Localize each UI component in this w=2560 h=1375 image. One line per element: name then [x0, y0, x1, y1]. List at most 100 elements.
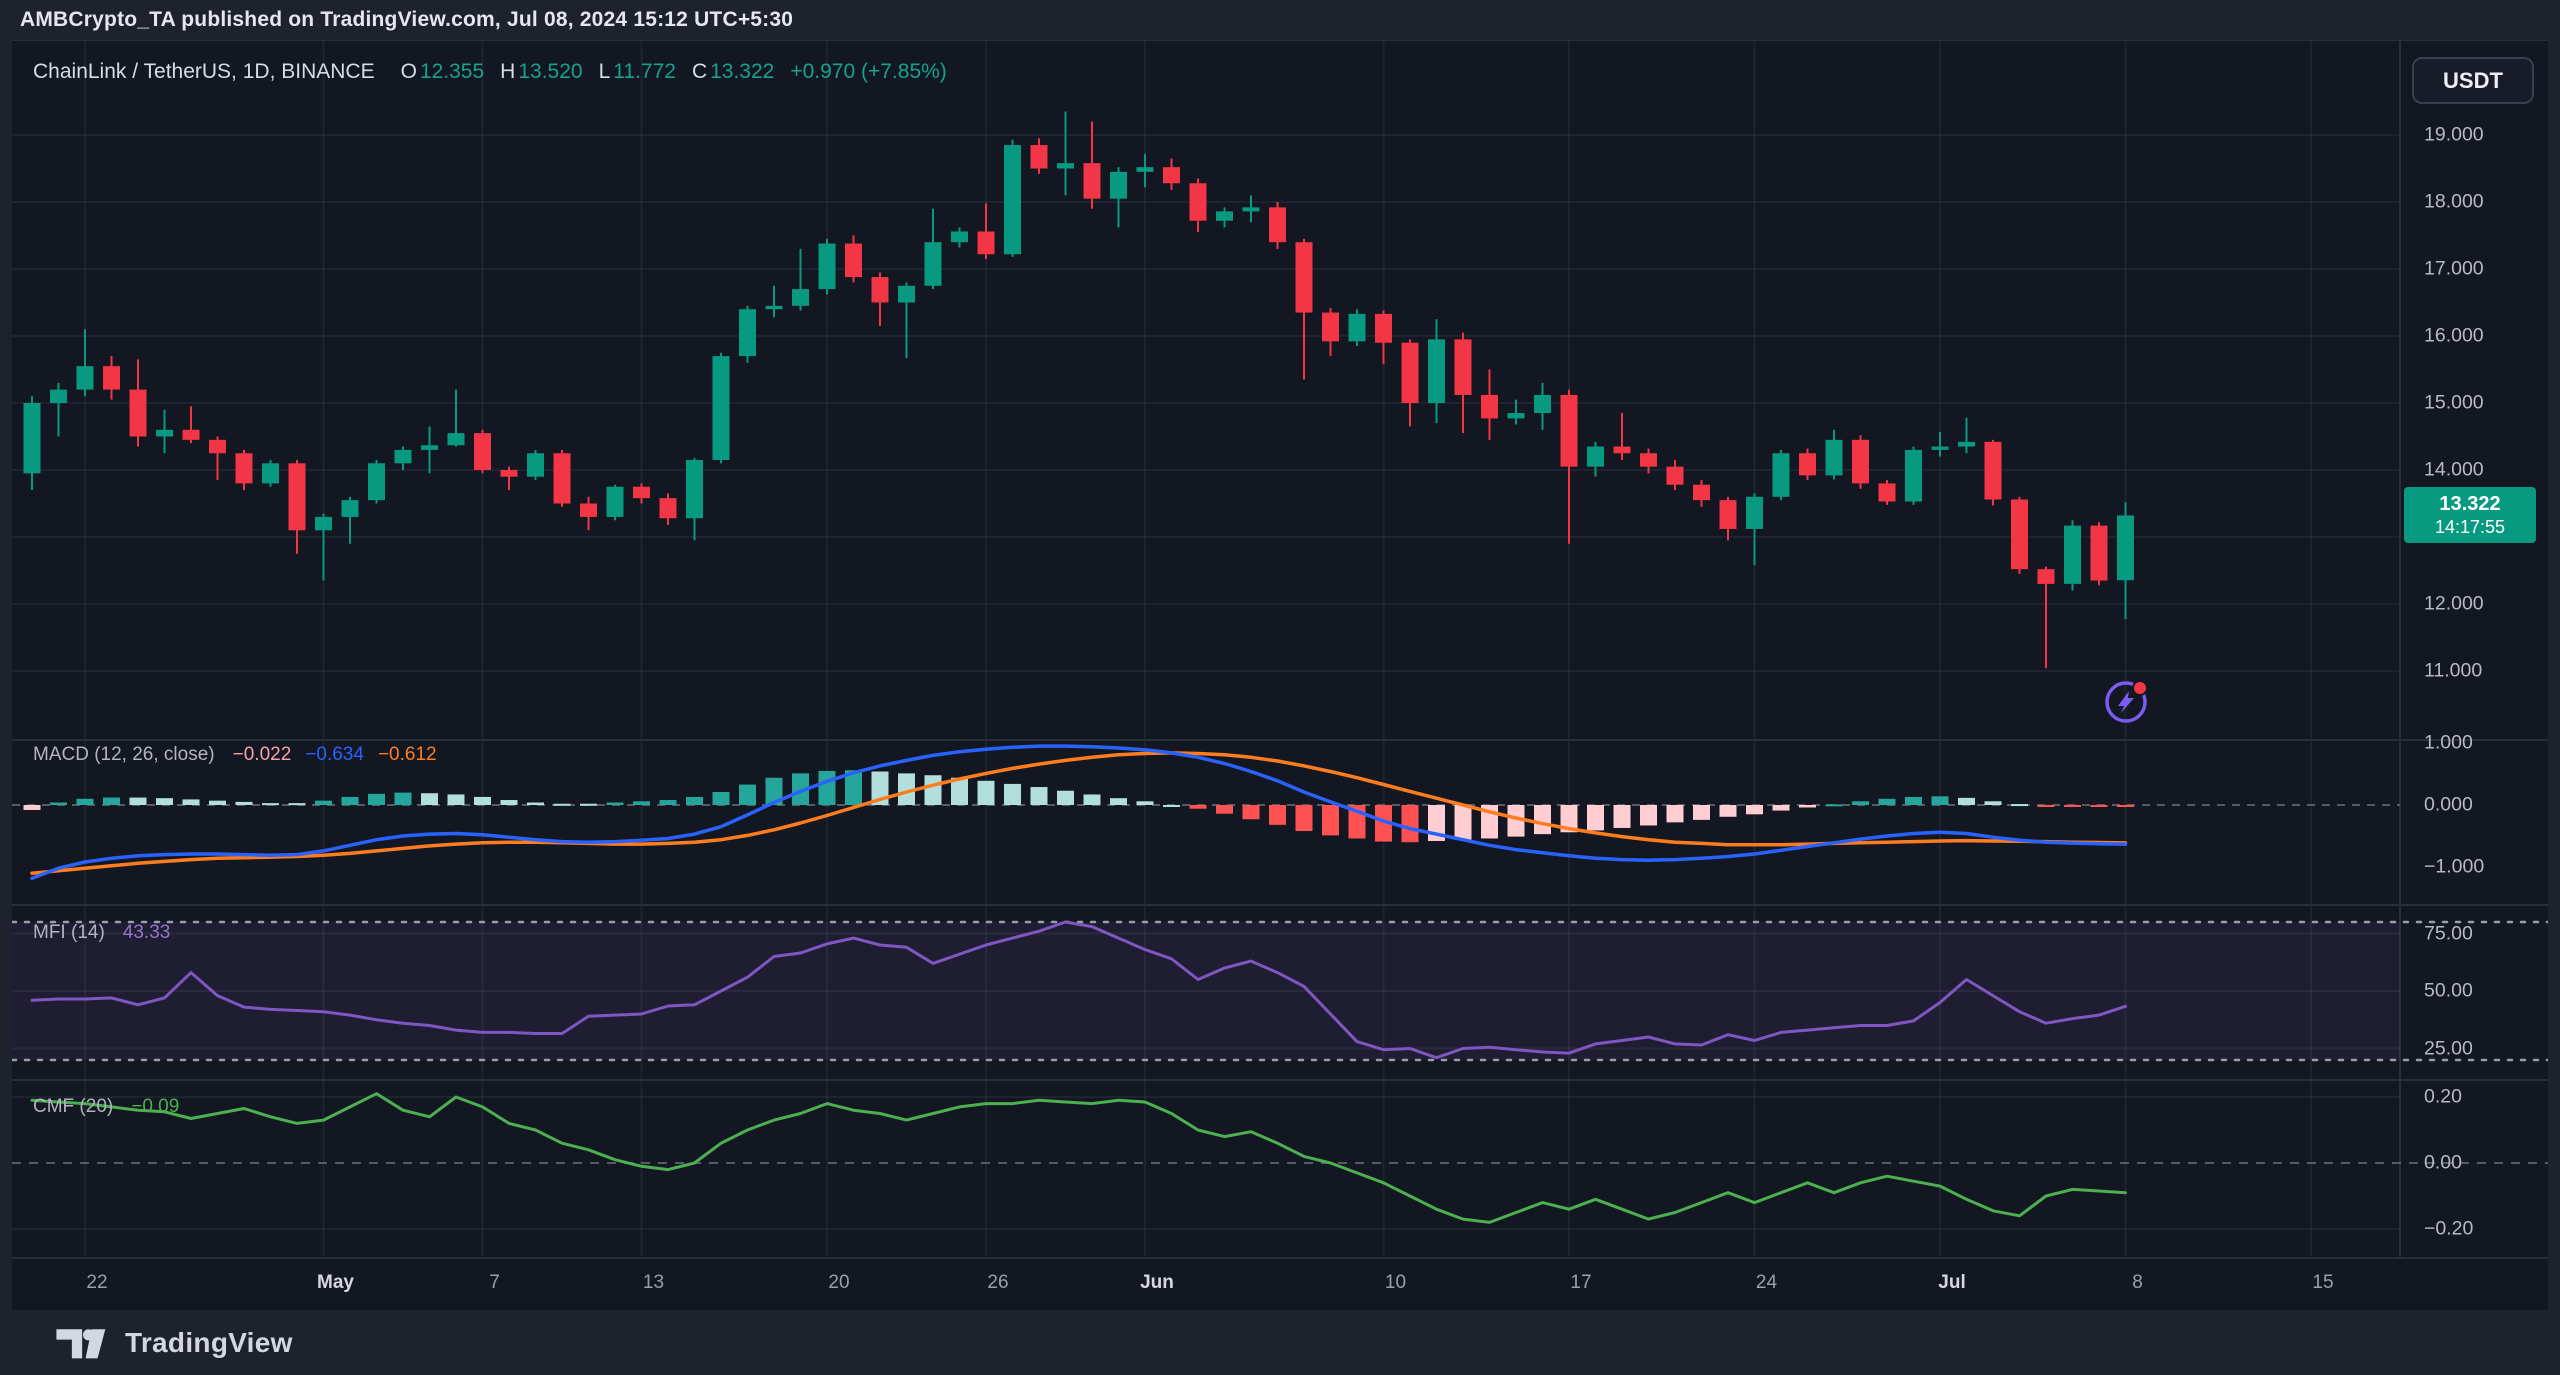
- candle: [977, 203, 995, 259]
- cmf-legend[interactable]: CMF (20) −0.09: [33, 1096, 193, 1118]
- candle: [394, 446, 412, 470]
- price-axis-label: 11.000: [2424, 659, 2483, 682]
- candle: [2037, 566, 2055, 669]
- time-axis-label: 13: [642, 1272, 665, 1293]
- chart-container[interactable]: ChainLink / TetherUS, 1D, BINANCE O 12.35…: [12, 40, 2548, 1310]
- candle: [527, 449, 544, 481]
- mfi-band: [12, 920, 2548, 1062]
- candle: [1931, 431, 1949, 457]
- candle: [1375, 310, 1392, 365]
- candle: [580, 496, 597, 531]
- bar-countdown-label: 14:17:55: [2434, 516, 2506, 537]
- mfi-legend[interactable]: MFI (14) 43.33: [33, 922, 184, 944]
- mfi-title[interactable]: MFI (14): [33, 922, 105, 943]
- candle: [1348, 309, 1366, 347]
- candle: [1295, 238, 1313, 380]
- time-axis-label: 20: [828, 1272, 850, 1293]
- candle: [1984, 439, 2002, 506]
- cmf-value: −0.09: [131, 1096, 180, 1117]
- currency-toggle-button[interactable]: USDT: [2412, 57, 2534, 104]
- symbol-title[interactable]: ChainLink / TetherUS, 1D, BINANCE: [33, 60, 375, 83]
- cmf-levels: [12, 1096, 2548, 1230]
- candle: [1030, 138, 1048, 174]
- candle: [1189, 178, 1207, 233]
- time-axis-label: Jul: [1938, 1272, 1966, 1293]
- time-axis[interactable]: 22 May 7 13 20 26 Jun 10 17 24 Jul 8 15: [12, 1258, 2548, 1310]
- cmf-title[interactable]: CMF (20): [33, 1096, 114, 1117]
- candle: [1693, 480, 1710, 507]
- candle: [1958, 417, 1975, 454]
- candle: [1587, 441, 1604, 477]
- price-gridlines: [12, 134, 2400, 672]
- tradingview-logo-icon[interactable]: [55, 1325, 111, 1361]
- candle: [1666, 459, 1684, 491]
- candle: [1507, 399, 1525, 425]
- price-axis-label: 19.000: [2424, 123, 2484, 146]
- time-axis-label: May: [317, 1272, 354, 1293]
- candle: [1216, 207, 1233, 228]
- candle: [1746, 493, 1763, 566]
- candle: [2064, 520, 2081, 591]
- candle: [1852, 435, 1869, 489]
- macd-axis-label: 1.000: [2424, 731, 2473, 754]
- macd-line: [30, 744, 2128, 880]
- candle: [1640, 448, 1657, 474]
- price-axis-label: 12.000: [2424, 592, 2484, 615]
- candle: [315, 513, 332, 581]
- candle: [235, 449, 253, 491]
- candle: [341, 496, 359, 544]
- lightning-marker-icon[interactable]: [2096, 672, 2156, 732]
- symbol-legend[interactable]: ChainLink / TetherUS, 1D, BINANCE O 12.35…: [33, 60, 947, 84]
- candle: [500, 466, 518, 491]
- publish-caption: AMBCrypto_TA published on TradingView.co…: [20, 8, 794, 31]
- candle: [1905, 446, 1922, 505]
- candle: [1242, 195, 1260, 223]
- candle: [209, 436, 226, 481]
- candle: [1799, 448, 1816, 481]
- candle: [1110, 167, 1127, 228]
- time-axis-label: 22: [86, 1272, 108, 1293]
- candle: [1719, 496, 1737, 541]
- price-axis-label: 17.000: [2424, 257, 2484, 280]
- tradingview-brand-text[interactable]: TradingView: [125, 1326, 293, 1358]
- candle: [1454, 332, 1472, 434]
- cmf-axis-label: 0.00: [2424, 1151, 2462, 1174]
- macd-histogram: [23, 770, 2134, 843]
- candle: [1428, 319, 1445, 424]
- candle: [1163, 158, 1180, 190]
- mfi-line: [30, 920, 2127, 1060]
- publish-header: AMBCrypto_TA published on TradingView.co…: [0, 0, 2560, 40]
- candle: [1772, 449, 1790, 501]
- close-value: C 13.322: [691, 60, 775, 83]
- macd-legend[interactable]: MACD (12, 26, close) −0.022 −0.634 −0.61…: [33, 744, 451, 766]
- candle: [447, 389, 465, 447]
- candle: [182, 406, 200, 444]
- cmf-axis-label: 0.20: [2424, 1085, 2462, 1108]
- candle: [633, 483, 650, 504]
- price-axis-label: 15.000: [2424, 391, 2484, 414]
- pane-separators: [12, 40, 2548, 1259]
- candle: [129, 359, 147, 447]
- candle: [1136, 153, 1154, 188]
- macd-axis-label: −1.000: [2424, 855, 2485, 878]
- candle: [659, 493, 677, 525]
- candle: [103, 356, 120, 400]
- chart-plot-surface[interactable]: [12, 40, 2548, 1310]
- candle: [898, 282, 915, 359]
- mfi-value: 43.33: [122, 922, 171, 943]
- last-price-tag: 13.322 14:17:55: [2404, 487, 2536, 544]
- candle: [368, 459, 385, 504]
- candle: [1322, 307, 1339, 357]
- candle: [288, 459, 306, 554]
- change-value: +0.970 (+7.85%): [790, 60, 947, 83]
- mfi-axis-label: 25.00: [2424, 1037, 2473, 1059]
- price-axis-label: 16.000: [2424, 324, 2484, 347]
- macd-signal-value: −0.612: [377, 744, 437, 765]
- candle: [421, 426, 438, 474]
- candle: [606, 484, 624, 521]
- candle: [2117, 502, 2134, 620]
- macd-title[interactable]: MACD (12, 26, close): [33, 744, 215, 765]
- time-axis-label: 8: [2132, 1272, 2143, 1293]
- candle: [686, 457, 703, 541]
- low-value: L 11.772: [598, 60, 676, 83]
